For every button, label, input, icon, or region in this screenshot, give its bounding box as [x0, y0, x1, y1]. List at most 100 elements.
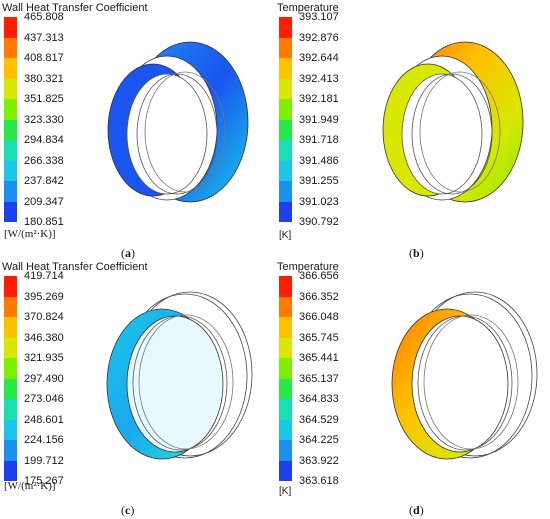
color-bar-segment [279, 17, 292, 38]
color-bar [279, 276, 292, 481]
color-bar-segment [279, 378, 292, 399]
color-bar-tick-label: 419.714 [24, 270, 64, 282]
color-bar-tick-label: 363.922 [299, 454, 339, 467]
color-bar-tick-label: 391.486 [299, 154, 339, 167]
color-bar-segment [279, 99, 292, 120]
color-bar-segment [4, 337, 17, 358]
color-bar-tick-label: 209.347 [24, 195, 64, 208]
color-bar-segment [279, 296, 292, 317]
cfd-model-image [391, 291, 538, 460]
color-bar-tick-label: 391.023 [299, 195, 339, 208]
panel-label: (c) [121, 503, 135, 517]
color-bar-segment [279, 140, 292, 161]
legend-title: Temperature [277, 2, 339, 14]
color-bar-segment [279, 119, 292, 140]
legend-unit: [W/(m²·K)] [4, 228, 56, 240]
color-bar-segment [4, 296, 17, 317]
panel-d: Temperature 366.656 366.352 366.048 365.745… [275, 259, 550, 518]
color-bar-segment [279, 181, 292, 202]
color-bar-tick-label: 273.046 [24, 393, 64, 405]
color-bar-segment [4, 99, 17, 120]
color-bar-segment [4, 378, 17, 399]
color-bar-segment [279, 37, 292, 58]
color-bar-segment [279, 337, 292, 358]
legend-title: Temperature [277, 261, 339, 273]
color-bar-tick-label: 199.712 [24, 454, 64, 467]
color-bar-segment [279, 160, 292, 181]
color-bar-segment [4, 37, 17, 58]
color-bar-segment [4, 358, 17, 379]
color-bar-segment [279, 419, 292, 440]
color-bar-segment [4, 58, 17, 79]
color-bar-tick-label: 392.644 [299, 52, 339, 64]
color-bar-segment [4, 460, 17, 481]
color-bar-tick-label: 297.490 [24, 372, 64, 385]
color-bar-tick-label: 392.181 [299, 93, 339, 105]
color-bar-tick-label: 366.352 [299, 290, 339, 303]
color-bar-tick-label: 365.137 [299, 372, 339, 385]
color-bar-tick-label: 391.949 [299, 113, 339, 126]
cfd-model-image [106, 291, 253, 460]
legend-unit: [K] [279, 486, 292, 497]
color-bar-segment [4, 440, 17, 461]
color-bar-segment [4, 181, 17, 202]
color-bar-segment [4, 419, 17, 440]
color-bar-tick-label: 346.380 [24, 331, 64, 344]
panel-label: (a) [121, 246, 135, 260]
legend-unit: [W/(m²·K)] [4, 480, 56, 492]
panel-a: Wall Heat Transfer Coefficient 465.808 43… [0, 0, 275, 260]
color-bar-tick-label: 391.255 [299, 175, 339, 187]
color-bar-segment [279, 440, 292, 461]
color-bar-tick-label: 392.876 [299, 31, 339, 44]
color-bar-tick-label: 363.618 [299, 475, 339, 487]
color-bar-tick-label: 364.225 [299, 434, 339, 446]
color-bar-tick-label: 364.833 [299, 393, 339, 405]
color-bar-tick-label: 351.825 [24, 93, 64, 105]
panel-c: Wall Heat Transfer Coefficient 419.714 39… [0, 259, 275, 518]
color-bar-segment [4, 140, 17, 161]
color-bar-tick-label: 370.824 [24, 311, 64, 323]
color-bar-tick-label: 392.413 [299, 72, 339, 85]
color-bar-tick-label: 366.656 [299, 270, 339, 282]
cfd-model-image [382, 41, 524, 203]
color-bar [279, 17, 292, 222]
color-bar-segment [279, 58, 292, 79]
color-bar-segment [279, 78, 292, 99]
panel-label: (b) [409, 246, 424, 260]
color-bar-tick-label: 175.267 [24, 475, 64, 487]
color-bar-segment [279, 317, 292, 338]
color-bar-segment [4, 276, 17, 297]
color-bar [4, 276, 17, 481]
color-bar-tick-label: 180.851 [24, 216, 64, 228]
color-bar-tick-label: 380.321 [24, 72, 64, 85]
color-bar-tick-label: 323.330 [24, 113, 64, 126]
color-bar-tick-label: 237.842 [24, 175, 64, 187]
panel-label: (d) [409, 503, 424, 517]
color-bar-tick-label: 408.817 [24, 52, 64, 64]
color-bar-tick-label: 266.338 [24, 154, 64, 167]
color-bar-tick-label: 390.792 [299, 216, 339, 228]
panel-b: Temperature 393.107 392.876 392.644 392.413… [275, 0, 550, 260]
color-bar-tick-label: 364.529 [299, 413, 339, 426]
legend-unit: [K] [279, 230, 292, 241]
color-bar [4, 17, 17, 222]
color-bar-segment [4, 399, 17, 420]
color-bar-segment [279, 460, 292, 481]
color-bar-segment [279, 399, 292, 420]
color-bar-segment [279, 276, 292, 297]
color-bar-tick-label: 294.834 [24, 134, 64, 146]
color-bar-tick-label: 391.718 [299, 134, 339, 146]
color-bar-tick-label: 365.745 [299, 331, 339, 344]
color-bar-tick-label: 395.269 [24, 290, 64, 303]
color-bar-tick-label: 365.441 [299, 352, 339, 364]
color-bar-tick-label: 393.107 [299, 11, 339, 23]
legend-title: Wall Heat Transfer Coefficient [2, 2, 148, 14]
color-bar-segment [279, 358, 292, 379]
color-bar-tick-label: 437.313 [24, 31, 64, 44]
color-bar-segment [4, 17, 17, 38]
color-bar-segment [4, 317, 17, 338]
legend-title: Wall Heat Transfer Coefficient [2, 261, 148, 273]
color-bar-tick-label: 465.808 [24, 11, 64, 23]
color-bar-segment [4, 78, 17, 99]
color-bar-segment [4, 201, 17, 222]
